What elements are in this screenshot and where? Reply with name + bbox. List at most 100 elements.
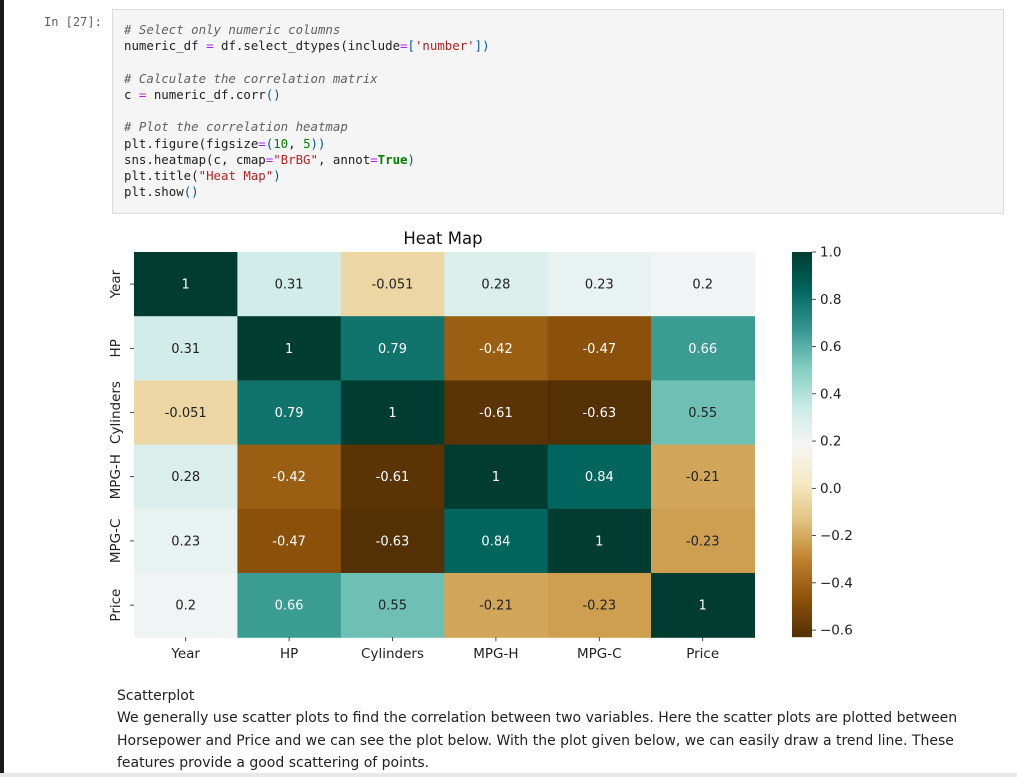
heatmap-annotation-1-3: -0.42: [479, 342, 513, 357]
heatmap-cell-0-5: [651, 252, 755, 317]
heatmap-annotation-4-5: -0.23: [686, 534, 720, 549]
colorbar-tick-label-5: 0.0: [820, 481, 841, 497]
x-tick-label-2: Cylinders: [361, 646, 424, 662]
heatmap-annotation-5-0: 0.2: [175, 599, 196, 614]
heatmap-cell-4-2: [340, 508, 445, 574]
heatmap-cell-4-5: [651, 508, 755, 574]
heatmap-cell-1-1: [237, 316, 342, 381]
y-tick-label-5: Price: [108, 589, 124, 622]
heatmap-annotation-4-2: -0.63: [376, 534, 410, 549]
heatmap-annotation-0-2: -0.051: [372, 278, 414, 293]
colorbar-tick-label-6: −0.2: [820, 528, 853, 544]
heatmap-cell-3-5: [651, 444, 755, 510]
heatmap-cell-3-0: [134, 444, 238, 510]
heatmap-cell-4-1: [237, 508, 342, 574]
heatmap-annotation-0-5: 0.2: [692, 278, 713, 293]
heatmap-cell-3-2: [340, 444, 445, 510]
heatmap-cell-5-2: [340, 573, 445, 638]
code-line-10: plt.title("Heat Map"): [124, 168, 281, 183]
code-line-8: plt.figure(figsize=(10, 5)): [124, 136, 326, 151]
heatmap-annotation-2-0: -0.051: [165, 406, 207, 421]
heatmap-cell-1-0: [134, 316, 238, 381]
heatmap-cell-2-0: [134, 380, 238, 446]
heatmap-cell-2-1: [237, 380, 342, 446]
colorbar-tick-label-3: 0.4: [820, 386, 841, 402]
code-line-2: numeric_df = df.select_dtypes(include=['…: [124, 38, 490, 53]
code-line-7: # Plot the correlation heatmap: [124, 119, 348, 134]
heatmap-cell-2-3: [444, 380, 549, 446]
heatmap-annotation-1-4: -0.47: [582, 342, 616, 357]
y-tick-label-4: MPG-C: [108, 519, 124, 564]
heatmap-annotation-5-3: -0.21: [479, 599, 513, 614]
heatmap-cell-0-1: [237, 252, 342, 317]
heatmap-cell-3-3: [444, 444, 549, 510]
heatmap-annotation-3-4: 0.84: [585, 470, 614, 485]
heatmap-annotation-3-3: 1: [492, 470, 500, 485]
colorbar-tick-label-1: 0.8: [820, 292, 841, 308]
heatmap-cell-2-2: [340, 380, 445, 446]
code-cell[interactable]: # Select only numeric columns numeric_df…: [112, 9, 1004, 214]
colorbar: [792, 252, 812, 638]
heatmap-annotation-4-0: 0.23: [171, 534, 200, 549]
heatmap-annotation-2-4: -0.63: [582, 406, 616, 421]
heatmap-cell-0-3: [444, 252, 549, 317]
y-tick-label-3: MPG-H: [108, 454, 124, 499]
heatmap-cell-1-4: [547, 316, 652, 381]
heatmap-cell-3-1: [237, 444, 342, 510]
heatmap-annotation-0-3: 0.28: [481, 278, 510, 293]
code-line-11: plt.show(): [124, 184, 199, 199]
cell-prompt: In [27]:: [44, 15, 102, 29]
heatmap-annotation-5-5: 1: [699, 599, 707, 614]
code-line-9: sns.heatmap(c, cmap="BrBG", annot=True): [124, 152, 415, 167]
heatmap-cell-1-5: [651, 316, 755, 381]
heatmap-annotation-1-5: 0.66: [688, 342, 717, 357]
x-tick-label-3: MPG-H: [473, 646, 518, 662]
heatmap-annotation-4-3: 0.84: [481, 534, 510, 549]
heatmap-cell-0-0: [134, 252, 238, 317]
heatmap-annotation-0-1: 0.31: [275, 278, 304, 293]
heatmap-annotation-0-0: 1: [182, 278, 190, 293]
heatmap-cell-1-2: [340, 316, 445, 381]
heatmap-annotation-5-4: -0.23: [582, 599, 616, 614]
markdown-heading: Scatterplot: [117, 688, 195, 704]
heatmap-cell-4-4: [547, 508, 652, 574]
heatmap-annotation-2-1: 0.79: [275, 406, 304, 421]
colorbar-tick-label-0: 1.0: [820, 245, 841, 261]
colorbar-tick-label-4: 0.2: [820, 434, 841, 450]
heatmap-cell-5-4: [547, 573, 652, 638]
heatmap-cell-1-3: [444, 316, 549, 381]
heatmap-annotation-3-1: -0.42: [272, 470, 306, 485]
heatmap-annotation-3-0: 0.28: [171, 470, 200, 485]
code-line-5: c = numeric_df.corr(): [124, 87, 281, 102]
heatmap-annotation-1-1: 1: [285, 342, 293, 357]
heatmap-cell-2-5: [651, 380, 755, 446]
code-line-1: # Select only numeric columns: [124, 22, 341, 37]
heatmap-annotation-3-2: -0.61: [376, 470, 410, 485]
heatmap-annotation-2-3: -0.61: [479, 406, 513, 421]
heatmap-annotation-4-4: 1: [595, 534, 603, 549]
chart-title: Heat Map: [403, 229, 482, 248]
heatmap-annotation-0-4: 0.23: [585, 278, 614, 293]
x-tick-label-0: Year: [170, 646, 200, 662]
x-tick-label-5: Price: [686, 646, 719, 662]
heatmap-annotation-2-2: 1: [388, 406, 396, 421]
heatmap-cell-5-5: [651, 573, 755, 638]
heatmap-cell-0-4: [547, 252, 652, 317]
heatmap-chart: Heat Map 1 0.31 -0.051 0.28 0.23 0.2 0.31 1 0.79…: [108, 229, 853, 662]
heatmap-cell-4-3: [444, 508, 549, 574]
markdown-cell: Scatterplot We generally use scatter plo…: [117, 685, 997, 774]
x-tick-label-4: MPG-C: [577, 646, 622, 662]
page-bottom-edge: [0, 773, 1017, 777]
heatmap-cell-5-1: [237, 573, 342, 638]
x-tick-label-1: HP: [280, 646, 298, 662]
y-tick-label-0: Year: [108, 269, 124, 299]
heatmap-cell-0-2: [340, 252, 445, 317]
heatmap-cell-3-4: [547, 444, 652, 510]
heatmap-annotation-5-1: 0.66: [275, 599, 304, 614]
heatmap-cell-5-0: [134, 573, 238, 638]
heatmap-annotation-5-2: 0.55: [378, 599, 407, 614]
heatmap-annotation-3-5: -0.21: [686, 470, 720, 485]
heatmap-cell-5-3: [444, 573, 549, 638]
y-tick-label-1: HP: [108, 339, 124, 357]
colorbar-tick-label-2: 0.6: [820, 339, 841, 355]
